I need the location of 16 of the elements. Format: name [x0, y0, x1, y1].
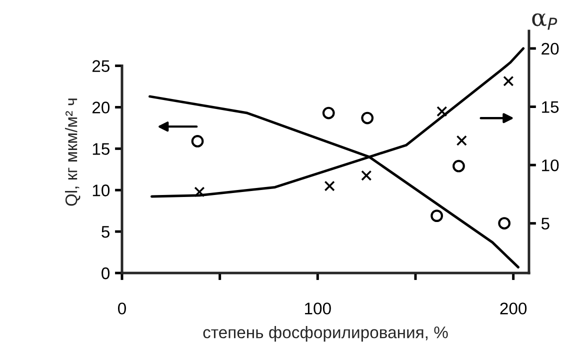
y2-tick-label: 10 — [542, 159, 559, 172]
y-tick-label: 25 — [92, 60, 110, 72]
y2-axis-title: α$_{P}$ — [532, 13, 558, 30]
x-axis-title: степень фосфорилирования, % — [203, 326, 448, 342]
y-tick-label: 20 — [92, 102, 110, 114]
y-axis-title: Ql, кг мкм/м² ч — [65, 98, 80, 206]
y-tick-label: 15 — [92, 143, 110, 155]
y-tick-label: 5 — [102, 226, 110, 238]
x-tick-label: 200 — [500, 302, 527, 314]
y-tick-label: 0 — [102, 267, 110, 280]
x-tick-label: 0 — [118, 302, 126, 314]
y2-tick-label: 15 — [542, 101, 559, 113]
y-tick-label: 10 — [92, 184, 110, 196]
x-tick-label: 100 — [305, 302, 331, 314]
y2-tick-label: 20 — [542, 42, 559, 55]
y2-tick-label: 5 — [541, 218, 550, 230]
